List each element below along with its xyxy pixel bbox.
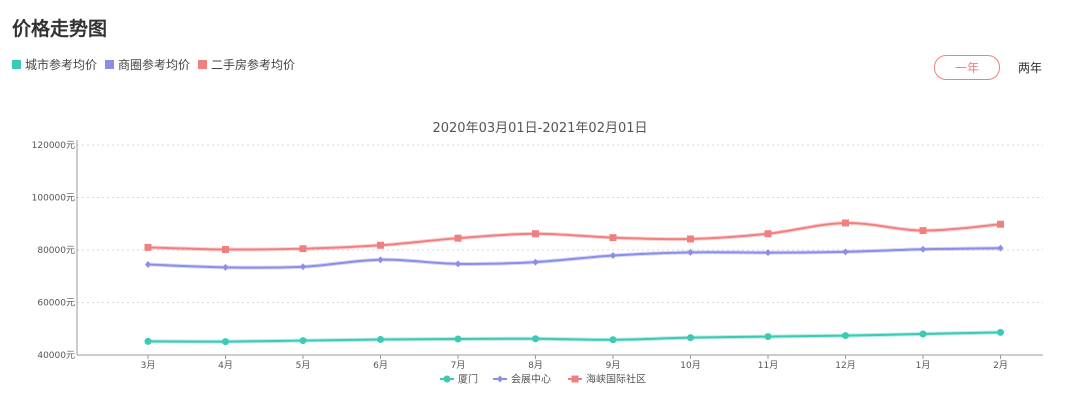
x-tick-label: 9月 [606,360,621,371]
data-point [532,230,539,238]
x-tick-label: 5月 [296,360,311,371]
data-point [609,234,617,242]
range-toggle: 一年 两年 [933,55,1044,80]
x-tick-label: 10月 [680,360,700,371]
data-point [997,244,1004,252]
data-point [842,332,849,340]
x-tick-label: 3月 [141,360,156,371]
data-point [687,334,694,342]
data-point [609,336,617,344]
x-tick-label: 11月 [758,360,778,371]
one-year-button[interactable]: 一年 [933,55,1000,80]
x-tick-label: 2月 [993,360,1008,371]
legend-swatch-district [105,60,115,69]
data-point [687,248,694,256]
legend-label-district: 商圈参考均价 [118,58,191,72]
data-point [300,263,306,271]
legend-item-secondhand[interactable]: 二手房参考均价 [198,56,295,73]
data-point [532,335,539,343]
legend-item-district[interactable]: 商圈参考均价 [105,56,190,73]
legend-label: 会展中心 [511,373,551,386]
data-point [144,337,152,345]
legend-label-secondhand: 二手房参考均价 [211,58,296,72]
series-line [147,247,1001,269]
x-tick-label: 6月 [373,360,388,371]
data-point [145,260,151,268]
x-tick-label: 7月 [451,360,466,371]
data-point [842,248,849,256]
data-point [765,249,771,257]
y-tick-label: 60000元 [37,299,75,309]
y-tick-label: 120000元 [32,141,75,151]
data-point [299,337,307,345]
legend-label-city: 城市参考均价 [25,58,98,72]
legend-swatch-secondhand [198,60,208,69]
x-tick-label: 4月 [218,360,233,371]
legend-label: 海峡国际社区 [586,373,646,386]
x-tick-label: 12月 [835,360,855,371]
y-tick-label: 80000元 [37,246,75,256]
data-point [222,245,229,253]
data-point [919,330,927,338]
data-point [919,227,927,235]
legend-label: 厦门 [458,373,478,386]
data-point [920,245,926,253]
data-point [222,338,229,346]
legend-marker [497,375,503,383]
two-years-button[interactable]: 两年 [1017,61,1042,75]
data-point [455,260,461,268]
legend-swatch-city [12,60,21,69]
legend-marker [571,375,579,383]
data-point [454,234,462,242]
top-legend: 城市参考均价 商圈参考均价 二手房参考均价 [12,56,295,73]
data-point [997,220,1004,228]
legend-item-city[interactable]: 城市参考均价 [12,56,97,73]
data-point [377,336,384,344]
x-tick-label: 8月 [528,360,543,371]
data-point [144,243,152,251]
data-point [764,230,772,238]
series-line [147,221,1001,251]
data-point [377,256,384,264]
data-point [687,235,694,243]
data-point [299,245,307,253]
data-point [377,241,384,249]
data-point [532,258,539,266]
series-line [147,331,1001,343]
y-tick-label: 40000元 [37,351,75,361]
legend-marker [443,375,451,383]
data-point [764,333,772,341]
data-point [222,263,229,271]
page-title: 价格走势图 [12,18,108,40]
data-point [454,335,462,343]
data-point [997,328,1004,336]
data-point [842,219,849,227]
chart-subtitle: 2020年03月01日-2021年02月01日 [432,121,647,136]
x-tick-label: 1月 [916,360,931,371]
data-point [610,252,616,260]
y-tick-label: 100000元 [32,194,75,204]
